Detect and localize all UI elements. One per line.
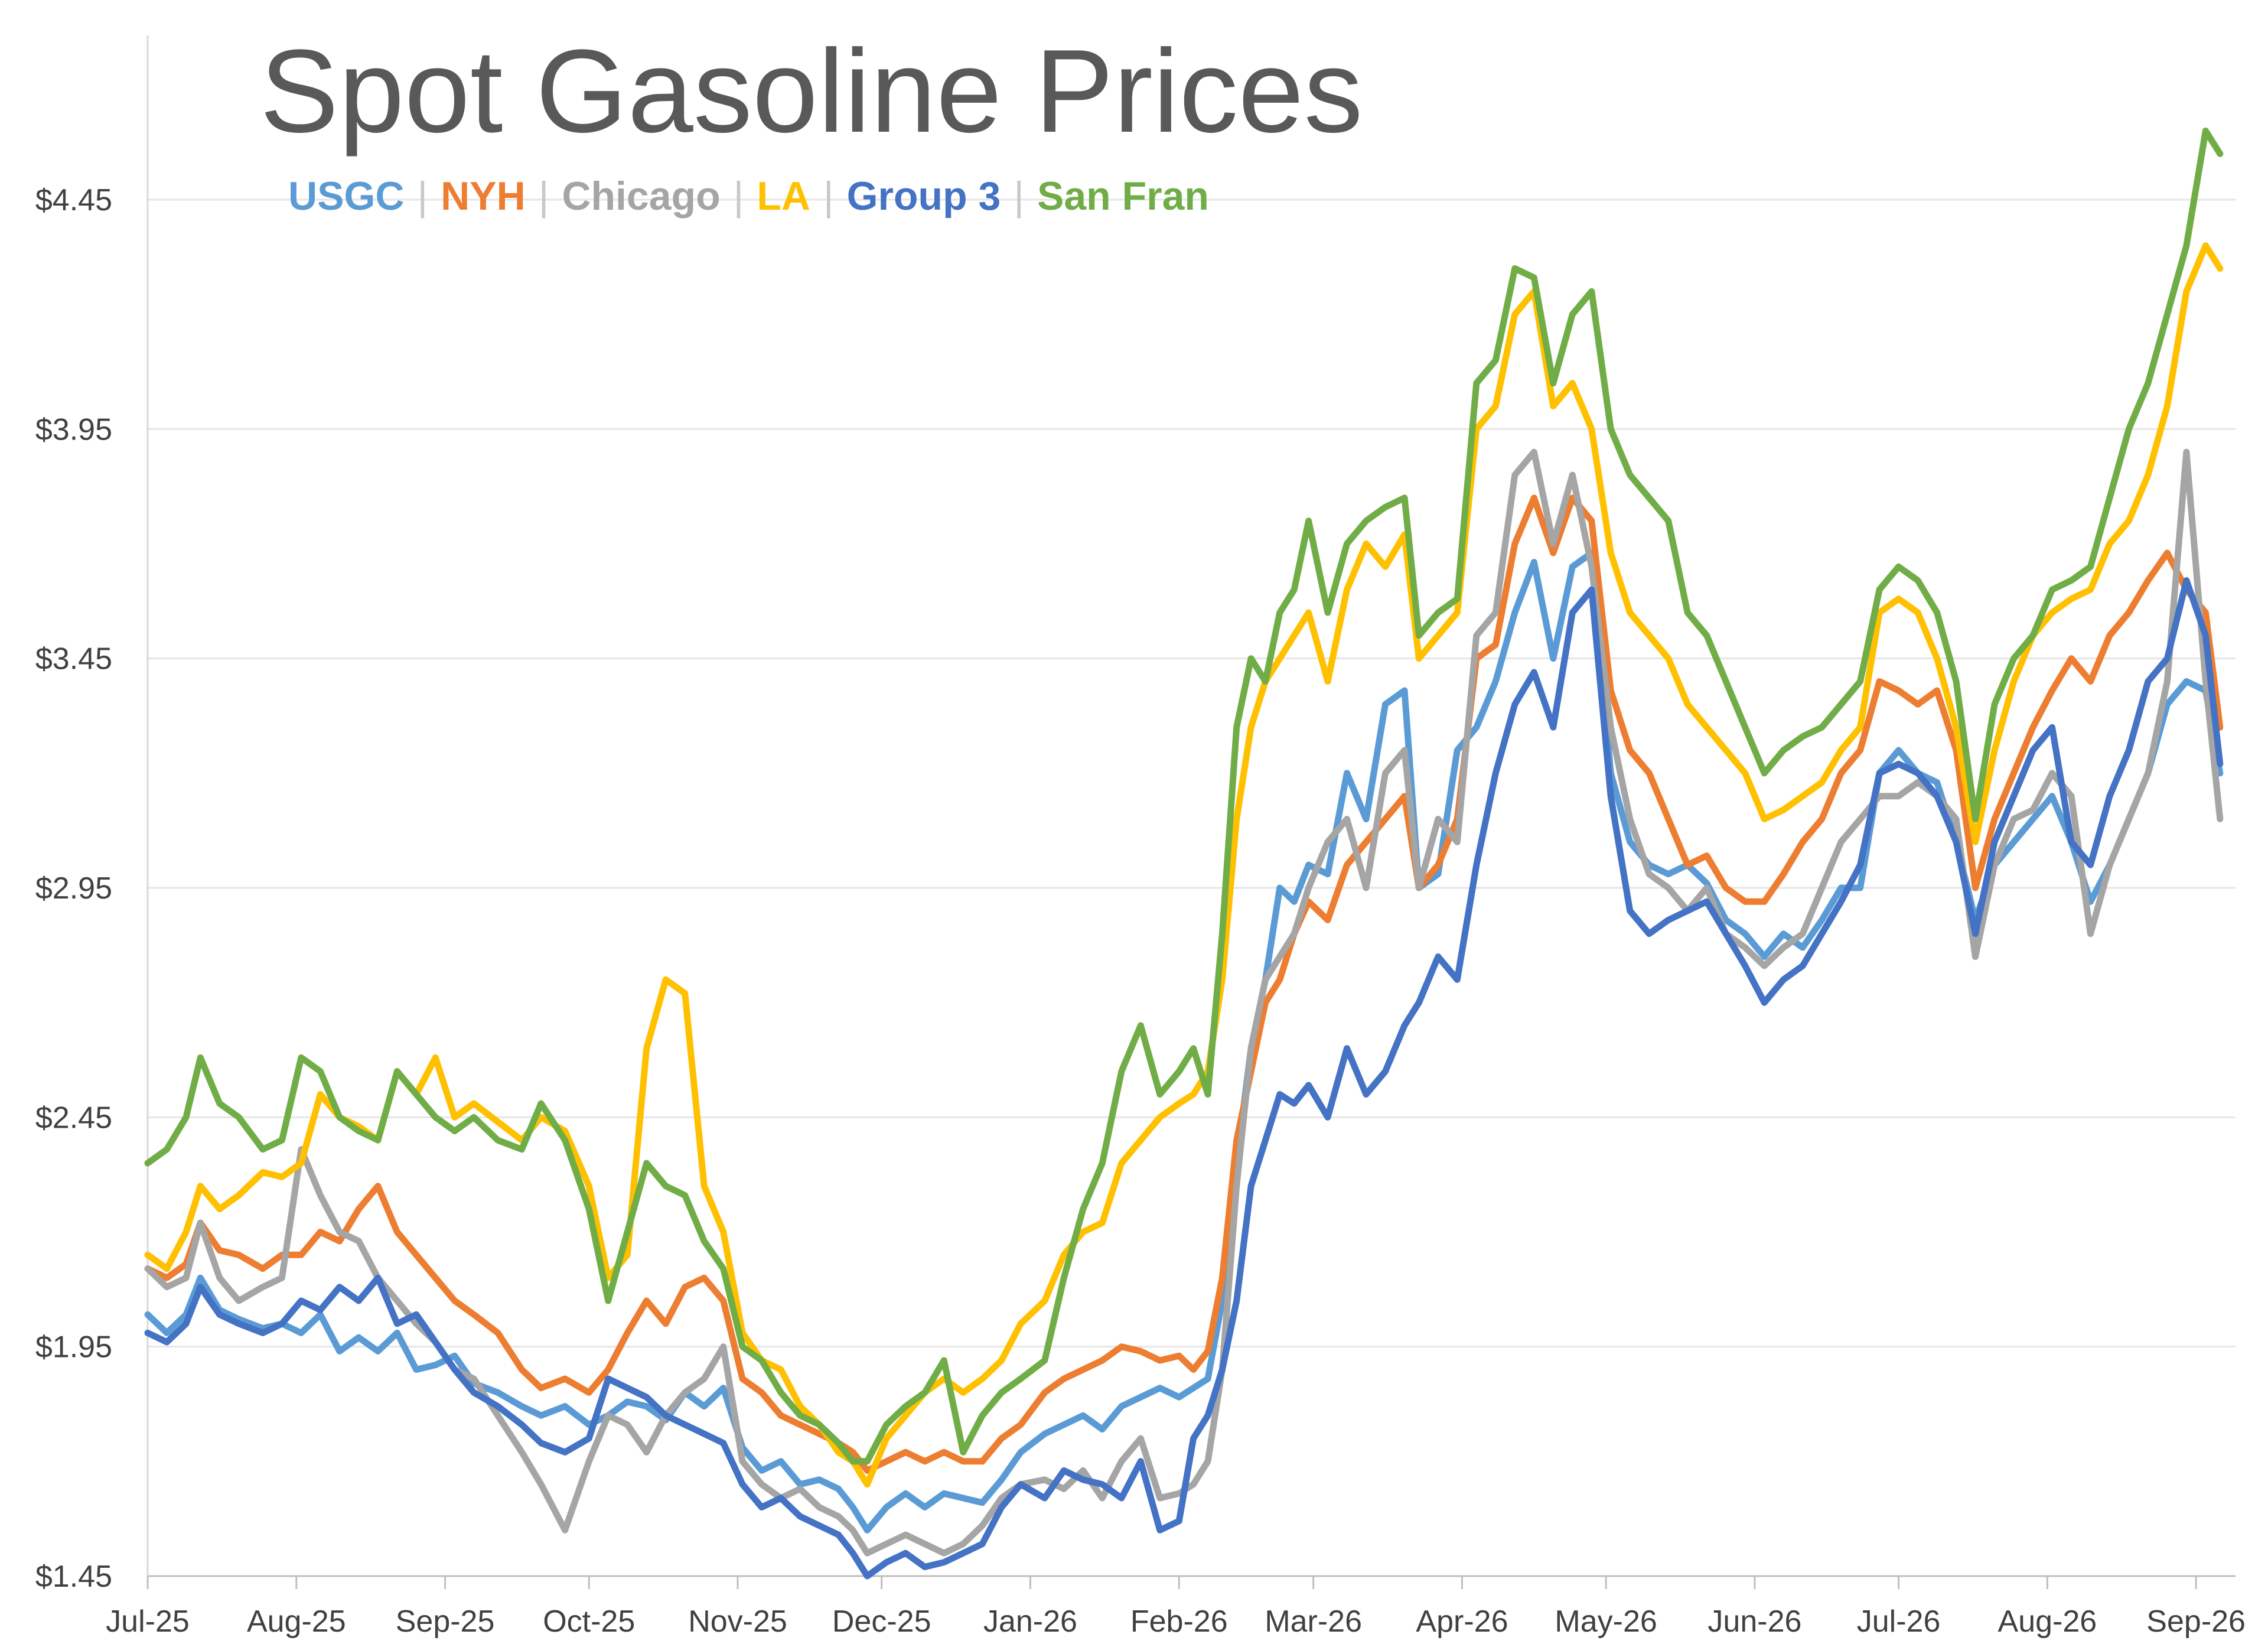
y-tick-label: $4.45 xyxy=(35,183,112,217)
legend-separator: | xyxy=(733,174,744,219)
x-tick-label: Jul-26 xyxy=(1857,1604,1941,1639)
x-tick-label: Mar-26 xyxy=(1265,1604,1362,1639)
y-tick-label: $2.45 xyxy=(35,1101,112,1135)
legend: USGC | NYH | Chicago | LA | Group 3 | San Fran xyxy=(288,176,1209,216)
y-tick-label: $2.95 xyxy=(35,871,112,906)
x-tick-label: Dec-25 xyxy=(832,1604,931,1639)
x-tick-label: Apr-26 xyxy=(1416,1604,1508,1639)
series-line-group-3 xyxy=(144,577,2224,1580)
x-axis: Jul-25 Aug-25 Sep-25 Oct-25 Nov-25 Dec-25 Jan-… xyxy=(106,35,2246,1639)
legend-item-san-fran: San Fran xyxy=(1037,174,1209,219)
x-tick-label: Feb-26 xyxy=(1130,1604,1228,1639)
legend-item-usgc: USGC xyxy=(288,174,405,219)
legend-item-group-3: Group 3 xyxy=(846,174,1001,219)
x-tick-label: Jun-26 xyxy=(1707,1604,1801,1639)
y-tick-label: $3.95 xyxy=(35,412,112,447)
y-tick-label: $3.45 xyxy=(35,642,112,676)
series-lines xyxy=(144,128,2224,1580)
y-axis: $1.45 $1.95 $2.45 $2.95 $3.45 $3.95 $4.45 xyxy=(35,183,112,1594)
legend-item-nyh: NYH xyxy=(441,174,526,219)
legend-separator: | xyxy=(1014,174,1024,219)
x-tick-label: Oct-25 xyxy=(543,1604,635,1639)
legend-separator: | xyxy=(417,174,428,219)
y-tick-label: $1.95 xyxy=(35,1330,112,1365)
legend-item-chicago: Chicago xyxy=(562,174,721,219)
x-tick-label: Nov-25 xyxy=(688,1604,787,1639)
series-line-la xyxy=(144,242,2224,1488)
chart-title: Spot Gasoline Prices xyxy=(260,25,1363,157)
x-tick-label: May-26 xyxy=(1555,1604,1657,1639)
x-tick-label: Sep-26 xyxy=(2146,1604,2246,1639)
x-tick-label: Aug-25 xyxy=(247,1604,346,1639)
legend-separator: | xyxy=(538,174,549,219)
x-tick-label: Sep-25 xyxy=(396,1604,495,1639)
legend-item-la: LA xyxy=(757,174,810,219)
legend-separator: | xyxy=(823,174,834,219)
x-tick-label: Aug-26 xyxy=(1998,1604,2097,1639)
series-line-nyh xyxy=(144,494,2224,1474)
x-tick-label: Jan-26 xyxy=(983,1604,1077,1639)
series-line-chicago xyxy=(144,448,2224,1557)
series-line-san-fran xyxy=(144,128,2224,1465)
y-tick-label: $1.45 xyxy=(35,1560,112,1594)
x-tick-label: Jul-25 xyxy=(106,1604,190,1639)
